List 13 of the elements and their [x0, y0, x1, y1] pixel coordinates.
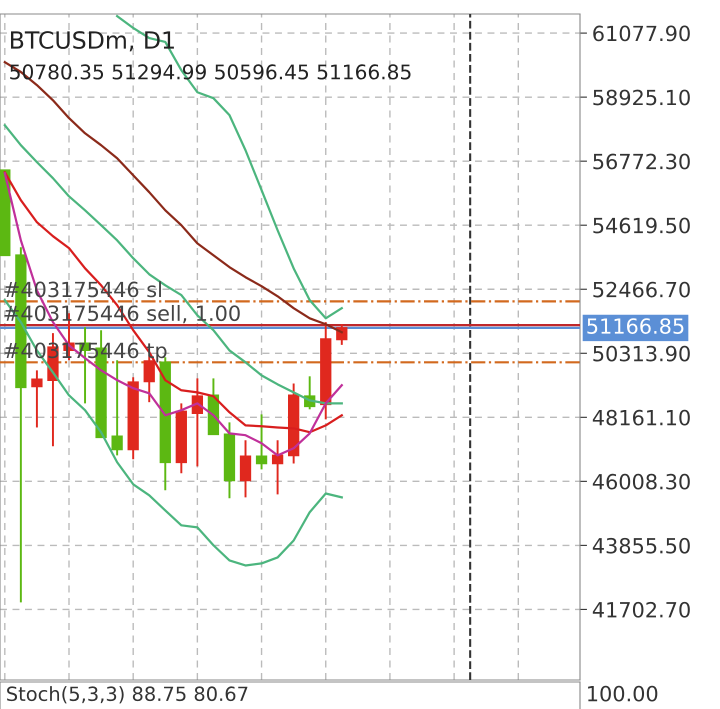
y-tick-label: 58925.10	[593, 90, 690, 106]
y-tick-label: 46008.30	[592, 474, 690, 490]
text: Stoch(5,3,3) 88.75 80.67	[7, 686, 248, 704]
y-tick-label: 52466.70	[593, 282, 690, 298]
y-tick-label: 50313.90	[593, 346, 690, 362]
y-tick-label: 41702.70	[592, 602, 690, 618]
y-tick-label: 61077.90	[593, 26, 690, 42]
y-tick-label: 48161.10	[592, 410, 690, 426]
y-tick-label: 56772.30	[593, 154, 690, 170]
text: 100.00	[588, 686, 658, 702]
y-tick-label: 54619.50	[593, 218, 690, 234]
ref-line-label: 51166.85	[587, 318, 684, 334]
y-tick-label: 43855.50	[592, 538, 690, 554]
